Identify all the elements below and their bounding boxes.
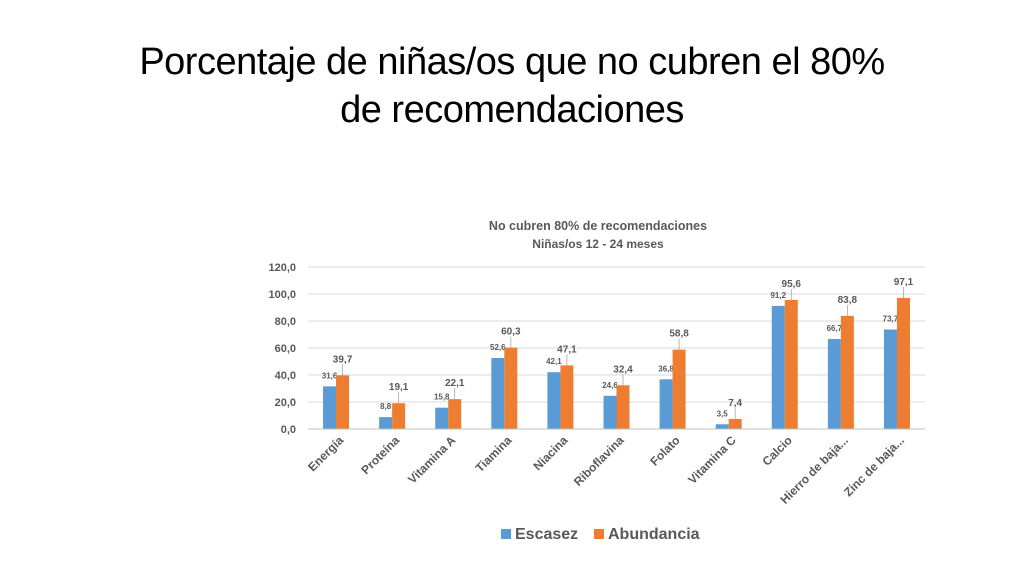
bar-abundancia <box>728 419 742 429</box>
bar-abundancia <box>840 315 854 429</box>
bar-abundancia <box>448 399 462 429</box>
bar-escasez <box>379 417 393 429</box>
data-label-abundancia: 97,1 <box>894 277 914 288</box>
data-label-escasez: 36,8 <box>658 364 674 373</box>
bar-abundancia <box>560 365 574 429</box>
bar-escasez <box>603 395 617 429</box>
x-tick-label: Calcio <box>760 433 795 468</box>
y-axis: 0,0 20,0 40,0 60,0 80,0 100,0 120,0 <box>268 262 296 436</box>
bar-escasez <box>491 357 505 429</box>
data-label-abundancia: 60,3 <box>501 327 521 338</box>
slide-title-line-2: de recomendaciones <box>340 89 684 131</box>
y-tick-label: 0,0 <box>281 424 296 436</box>
bars: 31,6 39,7 8,8 19,1 15,8 22,1 52,6 60,3 42,1 47,1 2… <box>322 277 914 429</box>
x-tick-label: Vitamina A <box>405 433 459 487</box>
data-label-escasez: 42,1 <box>546 357 562 366</box>
slide-title-line-1: Porcentaje de niñas/os que no cubren el … <box>139 41 885 83</box>
x-tick-label: Niacina <box>530 433 570 473</box>
data-label-escasez: 52,6 <box>490 343 506 352</box>
bar-abundancia <box>336 375 350 429</box>
y-tick-label: 80,0 <box>275 316 296 328</box>
legend-label-abundancia: Abundancia <box>608 526 700 543</box>
x-tick-label: Vitamina C <box>685 433 739 487</box>
bar-abundancia <box>392 403 406 429</box>
bar-escasez <box>659 379 673 429</box>
x-tick-label: Folato <box>647 433 682 468</box>
bar-escasez <box>827 338 841 429</box>
x-tick-label: Energía <box>305 433 346 474</box>
data-label-escasez: 66,7 <box>827 324 843 333</box>
data-label-escasez: 73,7 <box>883 315 899 324</box>
bar-escasez <box>547 372 561 429</box>
bar-escasez <box>323 386 337 429</box>
bar-abundancia <box>672 349 686 429</box>
data-label-abundancia: 47,1 <box>557 344 577 355</box>
data-label-abundancia: 58,8 <box>669 329 689 340</box>
y-tick-label: 120,0 <box>268 262 296 274</box>
data-label-escasez: 31,6 <box>322 371 338 380</box>
data-label-abundancia: 95,6 <box>782 279 802 290</box>
data-label-escasez: 24,6 <box>602 381 618 390</box>
legend-swatch-abundancia <box>594 529 604 539</box>
slide-title: Porcentaje de niñas/os que no cubren el … <box>0 38 1024 134</box>
chart-subtitle: Niñas/os 12 - 24 meses <box>532 237 664 251</box>
data-label-abundancia: 32,4 <box>613 364 633 375</box>
legend: Escasez Abundancia <box>501 526 700 543</box>
x-tick-label: Proteína <box>358 433 402 477</box>
bar-abundancia <box>784 299 798 429</box>
y-tick-label: 60,0 <box>275 343 296 355</box>
y-tick-label: 20,0 <box>275 397 296 409</box>
x-tick-label: Tiamina <box>473 433 515 475</box>
bar-escasez <box>771 305 785 429</box>
legend-swatch-escasez <box>501 529 511 539</box>
bar-escasez <box>883 329 897 429</box>
data-label-escasez: 3,5 <box>717 409 729 418</box>
x-axis: Energía Proteína Vitamina A Tiamina Niacina R… <box>305 428 925 507</box>
bar-abundancia <box>504 347 518 429</box>
data-label-abundancia: 83,8 <box>838 295 858 306</box>
legend-label-escasez: Escasez <box>515 526 578 543</box>
bar-abundancia <box>616 385 630 429</box>
data-label-escasez: 91,2 <box>770 291 786 300</box>
data-label-abundancia: 7,4 <box>728 398 742 409</box>
x-tick-label: Riboflavina <box>571 433 627 489</box>
data-label-abundancia: 19,1 <box>389 382 409 393</box>
data-label-escasez: 8,8 <box>380 402 392 411</box>
bar-escasez <box>715 424 729 429</box>
chart-title: No cubren 80% de recomendaciones <box>489 219 707 233</box>
y-tick-label: 100,0 <box>268 289 296 301</box>
bar-abundancia <box>896 297 910 429</box>
data-label-escasez: 15,8 <box>434 393 450 402</box>
bar-escasez <box>435 407 449 429</box>
y-tick-label: 40,0 <box>275 370 296 382</box>
data-label-abundancia: 39,7 <box>333 354 353 365</box>
data-label-abundancia: 22,1 <box>445 378 465 389</box>
